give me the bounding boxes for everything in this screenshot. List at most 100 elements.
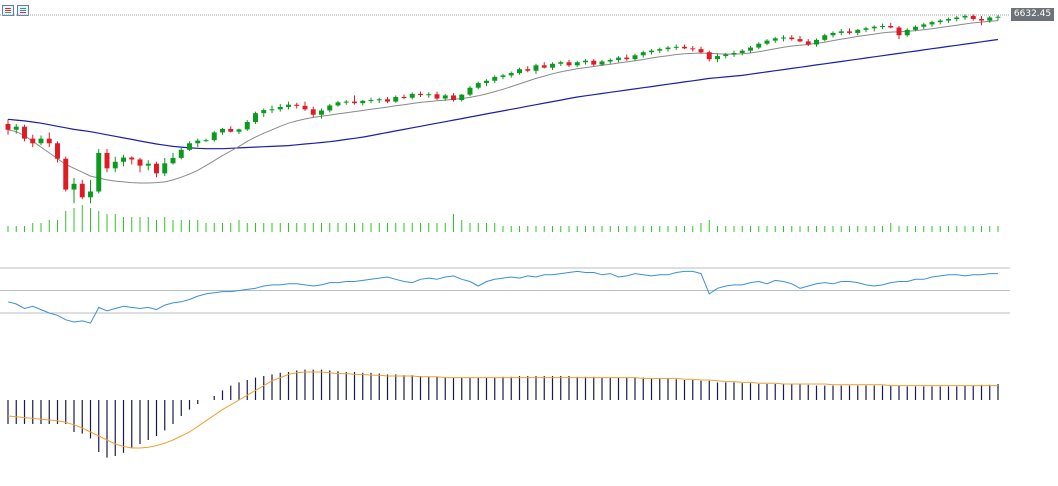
- candle-body: [979, 19, 984, 21]
- candle-body: [756, 43, 762, 48]
- candle-body: [896, 27, 902, 36]
- candle-body: [269, 109, 275, 111]
- candle-body: [187, 143, 192, 150]
- candle-body: [22, 126, 27, 139]
- candle-body: [203, 140, 209, 142]
- candle-body: [451, 95, 456, 101]
- last-price-label: 6632.45: [1011, 8, 1054, 21]
- candle-body: [962, 15, 968, 18]
- candle-body: [946, 19, 951, 21]
- candle-body: [937, 20, 943, 23]
- candle-body: [30, 138, 36, 144]
- candle-body: [789, 37, 795, 40]
- candle-body: [863, 28, 869, 30]
- candle-body: [723, 54, 729, 57]
- candle-body: [442, 95, 448, 99]
- candle-body: [46, 138, 52, 144]
- candle-body: [525, 69, 531, 71]
- candle-body: [657, 49, 663, 51]
- rsi-line: [7, 270, 998, 324]
- candle-body: [112, 161, 118, 169]
- candle-body: [855, 29, 861, 33]
- candle-body: [888, 25, 894, 28]
- candle-body: [665, 47, 671, 50]
- candle-body: [731, 52, 737, 55]
- candle-body: [748, 47, 753, 51]
- candle-body: [154, 163, 159, 174]
- candle-body: [401, 96, 407, 98]
- candle-body: [814, 39, 819, 45]
- candle-body: [541, 65, 547, 68]
- candle-body: [484, 80, 489, 84]
- candle-body: [822, 35, 828, 40]
- candle-body: [459, 94, 465, 101]
- candle-body: [797, 39, 803, 42]
- candle-body: [79, 183, 85, 198]
- candle-body: [253, 113, 258, 123]
- candle-body: [63, 158, 69, 190]
- candle-body: [352, 101, 357, 104]
- candle-body: [640, 52, 646, 56]
- candle-body: [286, 104, 291, 108]
- candle-body: [632, 55, 638, 60]
- candle-body: [987, 17, 993, 21]
- candle-body: [649, 50, 654, 53]
- candle-body: [880, 25, 885, 27]
- candle-body: [277, 107, 283, 110]
- candle-body: [129, 157, 135, 160]
- candle-body: [715, 56, 720, 60]
- candle-body: [335, 102, 341, 106]
- candle-body: [517, 69, 522, 74]
- candle-body: [137, 159, 143, 166]
- candle-body: [566, 62, 572, 66]
- candle-body: [211, 132, 217, 141]
- candle-body: [236, 129, 242, 132]
- candle-body: [145, 163, 151, 166]
- candle-body: [88, 191, 93, 198]
- candle-body: [847, 31, 852, 33]
- macd-signal-line: [7, 371, 998, 449]
- candle-body: [418, 93, 423, 96]
- candle-body: [904, 29, 910, 36]
- candle-body: [673, 46, 679, 48]
- candle-body: [261, 110, 267, 114]
- candle-body: [327, 105, 333, 111]
- candle-body: [302, 105, 308, 110]
- candle-body: [583, 60, 588, 63]
- candle-body: [162, 163, 168, 174]
- candle-body: [426, 94, 432, 96]
- candle-body: [492, 76, 498, 81]
- candle-body: [38, 138, 44, 144]
- candle-body: [838, 31, 844, 33]
- candle-body: [228, 128, 234, 132]
- candle-body: [574, 62, 580, 66]
- candle-body: [104, 152, 110, 169]
- candle-body: [599, 61, 605, 65]
- candle-body: [558, 62, 564, 64]
- candle-body: [533, 65, 539, 71]
- candle-body: [475, 83, 481, 88]
- candle-body: [698, 49, 704, 53]
- candle-body: [376, 99, 382, 101]
- candle-body: [781, 37, 786, 39]
- candle-body: [121, 157, 126, 162]
- candle-body: [871, 26, 877, 29]
- candle-body: [310, 109, 316, 115]
- fast-moving-average-line: [7, 20, 999, 184]
- candle-body: [706, 52, 712, 60]
- candle-body: [970, 15, 976, 20]
- candle-body: [195, 140, 201, 144]
- candle-body: [393, 96, 399, 102]
- candle-body: [550, 63, 555, 68]
- candle-body: [929, 22, 935, 25]
- candle-body: [178, 149, 184, 158]
- candle-body: [71, 183, 77, 190]
- candle-body: [954, 17, 960, 20]
- candle-body: [913, 26, 918, 30]
- candle-body: [13, 126, 19, 130]
- candle-body: [368, 100, 374, 102]
- candle-body: [591, 60, 597, 65]
- candle-body: [360, 100, 366, 104]
- candle-body: [682, 46, 687, 49]
